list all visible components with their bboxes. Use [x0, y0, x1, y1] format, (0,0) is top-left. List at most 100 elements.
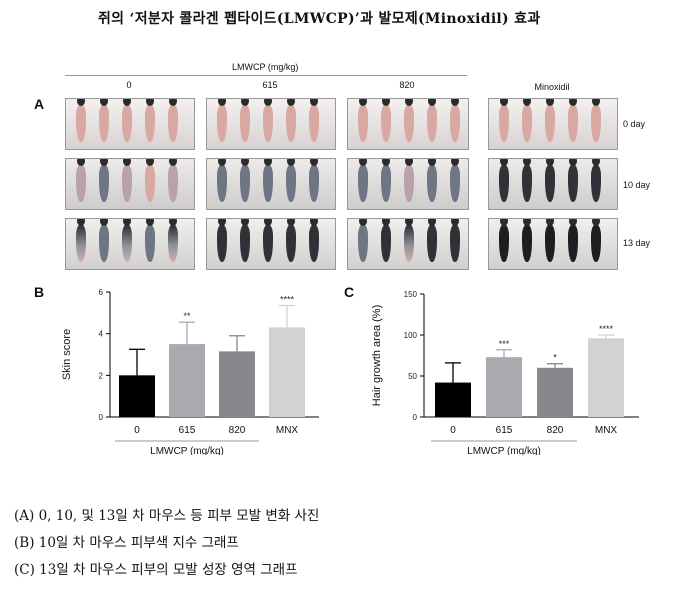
mouse-figure — [217, 159, 227, 202]
y-tick-label: 150 — [404, 290, 418, 299]
mouse-figure — [76, 219, 86, 262]
mouse-figure — [168, 159, 178, 202]
mouse-figure — [240, 99, 250, 142]
y-axis-label: Hair growth area (%) — [371, 305, 383, 406]
col-label-0: 0 — [126, 80, 132, 90]
mouse-figure — [499, 219, 509, 262]
bar-0 — [119, 375, 155, 417]
mouse-figure — [286, 99, 296, 142]
lmwcp-header: LMWCP (mg/kg) — [232, 62, 299, 72]
mouse-figure — [263, 99, 273, 142]
y-tick-label: 0 — [413, 413, 418, 422]
bar-MNX — [269, 327, 305, 417]
mouse-figure — [240, 219, 250, 262]
mouse-figure — [76, 159, 86, 202]
mouse-photo-615-2 — [206, 218, 336, 270]
mouse-figure — [122, 159, 132, 202]
mouse-photo-615-1 — [206, 158, 336, 210]
mouse-photo-0-0 — [65, 98, 195, 150]
mouse-figure — [450, 219, 460, 262]
mouse-figure — [522, 99, 532, 142]
mouse-figure — [404, 219, 414, 262]
x-axis-label: LMWCP (mg/kg) — [150, 446, 224, 455]
mouse-figure — [568, 99, 578, 142]
mouse-figure — [240, 159, 250, 202]
mouse-figure — [286, 159, 296, 202]
mouse-figure — [591, 99, 601, 142]
panel-c-label: C — [344, 284, 355, 300]
mouse-photo-0-2 — [65, 218, 195, 270]
mouse-figure — [122, 219, 132, 262]
mouse-photo-Minoxidil-0 — [488, 98, 618, 150]
x-axis-label: LMWCP (mg/kg) — [467, 446, 541, 455]
mouse-figure — [263, 159, 273, 202]
mouse-figure — [381, 159, 391, 202]
mouse-figure — [145, 159, 155, 202]
x-tick-label: MNX — [595, 425, 618, 436]
mouse-photo-820-0 — [347, 98, 469, 150]
mouse-figure — [76, 99, 86, 142]
mouse-figure — [99, 159, 109, 202]
mouse-figure — [404, 159, 414, 202]
caption-b: (B) 10일 차 마우스 피부색 지수 그래프 — [14, 535, 239, 551]
significance-mark: ** — [183, 311, 191, 321]
mouse-figure — [591, 159, 601, 202]
x-tick-label: 0 — [450, 425, 456, 436]
bar-0 — [435, 382, 471, 417]
mouse-figure — [168, 99, 178, 142]
day-label-0: 0 day — [623, 119, 646, 129]
col-label-615: 615 — [262, 80, 278, 90]
mouse-figure — [545, 219, 555, 262]
lmwcp-group-line — [65, 75, 467, 76]
mouse-figure — [545, 159, 555, 202]
x-tick-label: 615 — [179, 425, 196, 436]
mouse-figure — [309, 219, 319, 262]
panel-b-label: B — [34, 284, 45, 300]
bar-820 — [219, 351, 255, 417]
mouse-figure — [591, 219, 601, 262]
bar-615 — [486, 357, 522, 417]
mouse-figure — [522, 159, 532, 202]
y-tick-label: 100 — [404, 331, 418, 340]
mouse-figure — [286, 219, 296, 262]
mouse-figure — [358, 159, 368, 202]
x-tick-label: 820 — [229, 425, 246, 436]
mouse-photo-820-1 — [347, 158, 469, 210]
y-tick-label: 50 — [408, 372, 417, 381]
mouse-figure — [568, 159, 578, 202]
mouse-figure — [450, 159, 460, 202]
mouse-figure — [499, 99, 509, 142]
mouse-figure — [499, 159, 509, 202]
x-tick-label: 615 — [496, 425, 513, 436]
mouse-figure — [99, 99, 109, 142]
mouse-photo-820-2 — [347, 218, 469, 270]
mouse-figure — [309, 99, 319, 142]
mouse-figure — [217, 99, 227, 142]
significance-mark: **** — [599, 324, 614, 334]
bar-615 — [169, 344, 205, 417]
panel-a-label: A — [34, 96, 45, 112]
mouse-figure — [309, 159, 319, 202]
day-label-13: 13 day — [623, 238, 651, 248]
mouse-figure — [545, 99, 555, 142]
y-tick-label: 2 — [99, 371, 104, 380]
mouse-figure — [99, 219, 109, 262]
x-tick-label: 820 — [547, 425, 564, 436]
mouse-figure — [217, 219, 227, 262]
y-tick-label: 6 — [99, 288, 104, 297]
figure-title: 쥐의 ‘저분자 콜라겐 펩타이드(LMWCP)’과 발모제(Minoxidil)… — [98, 11, 541, 27]
mouse-figure — [381, 219, 391, 262]
caption-a: (A) 0, 10, 및 13일 차 마우스 등 피부 모발 변화 사진 — [14, 508, 320, 524]
col-label-820: 820 — [399, 80, 415, 90]
mouse-photo-Minoxidil-2 — [488, 218, 618, 270]
bar-MNX — [588, 338, 624, 417]
mouse-figure — [427, 159, 437, 202]
col-label-minoxidil: Minoxidil — [534, 82, 570, 92]
y-tick-label: 0 — [99, 413, 104, 422]
bar-820 — [537, 367, 573, 417]
mouse-figure — [381, 99, 391, 142]
x-tick-label: 0 — [134, 425, 140, 436]
caption-c: (C) 13일 차 마우스 피부의 모발 성장 영역 그래프 — [14, 562, 298, 578]
mouse-figure — [404, 99, 414, 142]
significance-mark: **** — [280, 295, 295, 305]
